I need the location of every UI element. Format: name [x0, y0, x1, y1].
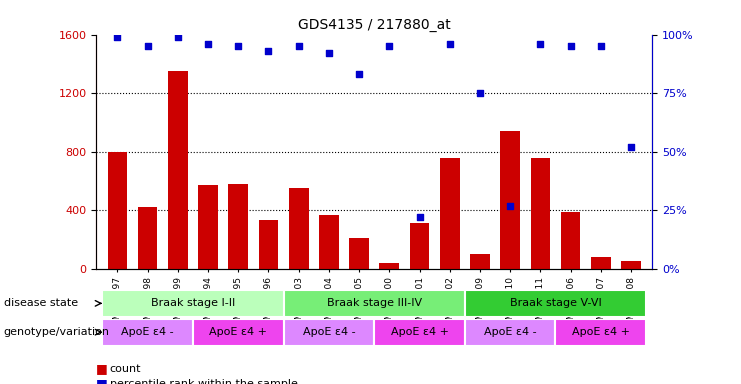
Text: ■: ■	[96, 377, 108, 384]
Bar	[284, 319, 374, 346]
Text: ApoE ε4 -: ApoE ε4 -	[484, 327, 536, 337]
Point	[504, 202, 516, 209]
Point	[262, 48, 274, 54]
Bar	[102, 290, 284, 317]
Bar	[410, 223, 429, 269]
Point	[112, 34, 124, 40]
Text: percentile rank within the sample: percentile rank within the sample	[110, 379, 298, 384]
Bar	[349, 238, 369, 269]
Point	[323, 50, 335, 56]
Bar	[168, 71, 187, 269]
Bar	[591, 257, 611, 269]
Bar	[374, 319, 465, 346]
Point	[565, 43, 576, 50]
Bar	[138, 207, 158, 269]
Bar	[440, 157, 459, 269]
Text: ApoE ε4 +: ApoE ε4 +	[209, 327, 268, 337]
Bar	[621, 262, 641, 269]
Point	[172, 34, 184, 40]
Point	[293, 43, 305, 50]
Text: Braak stage I-II: Braak stage I-II	[151, 298, 235, 308]
Bar	[379, 263, 399, 269]
Point	[353, 71, 365, 78]
Point	[202, 41, 214, 47]
Point	[474, 90, 486, 96]
Point	[142, 43, 153, 50]
Bar	[465, 319, 556, 346]
Bar	[228, 184, 248, 269]
Bar	[556, 319, 646, 346]
Bar	[500, 131, 520, 269]
Bar	[199, 185, 218, 269]
Text: ■: ■	[96, 362, 108, 375]
Text: ApoE ε4 +: ApoE ε4 +	[572, 327, 630, 337]
Bar	[102, 319, 193, 346]
Point	[595, 43, 607, 50]
Bar	[289, 188, 308, 269]
Bar	[107, 152, 127, 269]
Text: genotype/variation: genotype/variation	[4, 327, 110, 337]
Text: ApoE ε4 -: ApoE ε4 -	[302, 327, 355, 337]
Bar	[531, 157, 550, 269]
Text: disease state: disease state	[4, 298, 78, 308]
Bar	[259, 220, 279, 269]
Point	[534, 41, 546, 47]
Text: ApoE ε4 -: ApoE ε4 -	[122, 327, 174, 337]
Text: count: count	[110, 364, 142, 374]
Bar	[470, 254, 490, 269]
Text: Braak stage V-VI: Braak stage V-VI	[510, 298, 601, 308]
Point	[625, 144, 637, 150]
Text: Braak stage III-IV: Braak stage III-IV	[327, 298, 422, 308]
Bar	[193, 319, 284, 346]
Point	[413, 214, 425, 220]
Point	[233, 43, 245, 50]
Text: ApoE ε4 +: ApoE ε4 +	[391, 327, 448, 337]
Bar	[465, 290, 646, 317]
Point	[444, 41, 456, 47]
Point	[383, 43, 395, 50]
Bar	[319, 215, 339, 269]
Bar	[284, 290, 465, 317]
Title: GDS4135 / 217880_at: GDS4135 / 217880_at	[298, 18, 451, 32]
Bar	[561, 212, 580, 269]
